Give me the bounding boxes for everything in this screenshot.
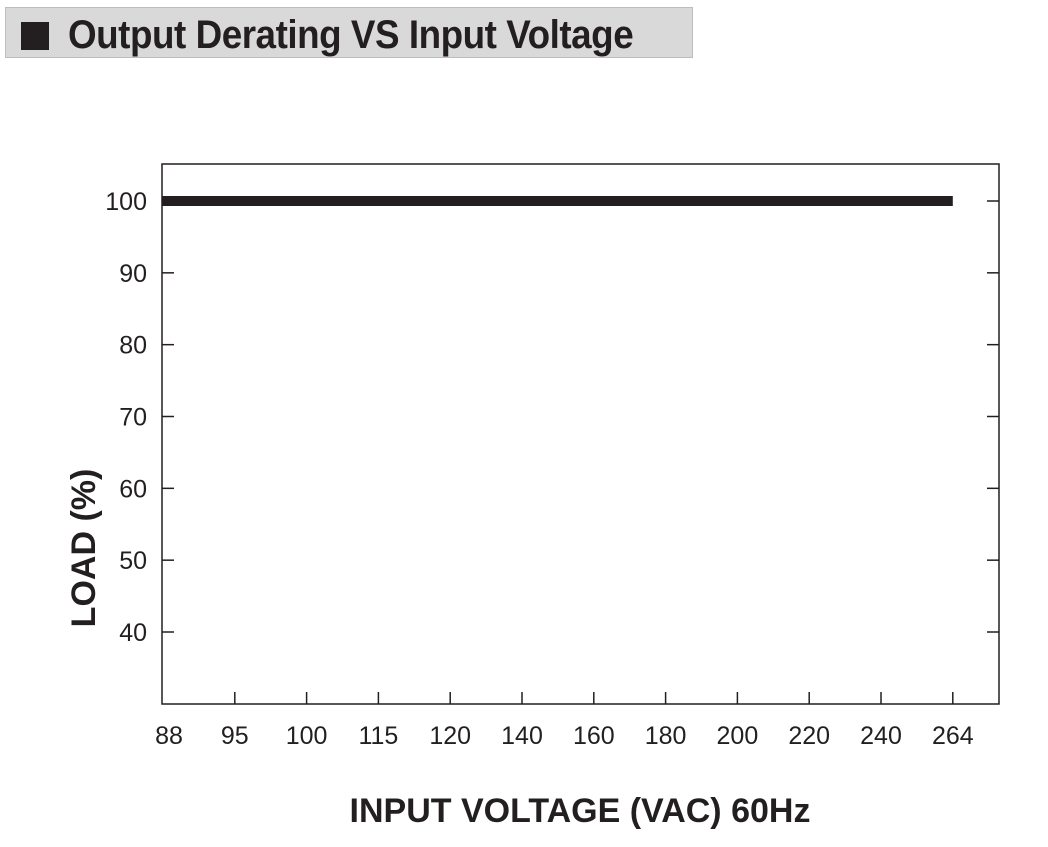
x-tick-label: 95 (221, 722, 249, 750)
chart-title: Output Derating VS Input Voltage (68, 13, 634, 57)
y-tick-label: 90 (119, 260, 147, 288)
title-square-icon (21, 22, 49, 50)
x-tick-label: 115 (358, 722, 398, 750)
x-tick-label: 180 (645, 722, 687, 750)
x-tick-label: 160 (573, 722, 615, 750)
x-tick-label: 120 (429, 722, 471, 750)
x-tick-label: 140 (501, 722, 543, 750)
plot-frame (161, 163, 1000, 705)
x-tick-label: 264 (932, 722, 974, 750)
y-axis-title: LOAD (%) (65, 469, 103, 628)
y-axis-ticks: 40 50 60 70 80 90 100 (105, 188, 999, 647)
y-tick-label: 60 (119, 475, 147, 503)
y-tick-label: 100 (105, 188, 147, 216)
x-axis-title: INPUT VOLTAGE (VAC) 60Hz (350, 792, 811, 830)
y-tick-label: 80 (119, 332, 147, 360)
y-tick-label: 70 (119, 404, 147, 432)
x-tick-label: 240 (860, 722, 902, 750)
x-tick-label: 200 (717, 722, 759, 750)
y-tick-label: 40 (119, 619, 147, 647)
title-bar: Output Derating VS Input Voltage (5, 7, 693, 58)
x-axis-ticks: 88 95 100 115 120 140 160 180 200 220 240 264 (155, 692, 974, 750)
x-tick-label: 220 (788, 722, 830, 750)
y-tick-label: 50 (119, 547, 147, 575)
x-tick-label: 88 (155, 722, 183, 750)
x-tick-label: 100 (286, 722, 328, 750)
